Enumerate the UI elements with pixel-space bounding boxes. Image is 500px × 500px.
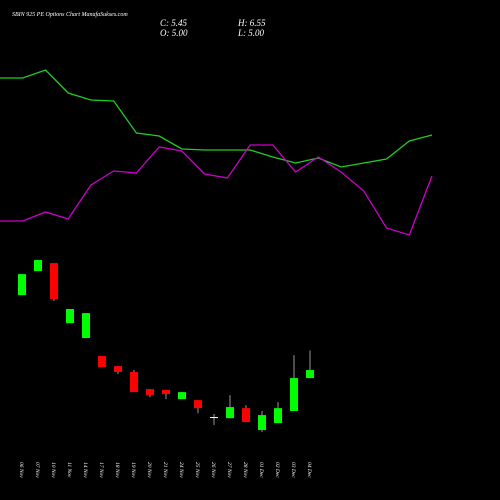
x-tick-label: 17 Nov <box>98 462 104 478</box>
header-low: L: 5.00 <box>237 28 265 38</box>
candle-body <box>18 274 26 296</box>
candle-body <box>50 263 58 300</box>
x-tick-label: 07 Nov <box>34 462 40 478</box>
header-close: C: 5.45 <box>160 18 188 28</box>
candle-body <box>66 309 74 324</box>
x-tick-label: 21 Nov <box>162 462 168 478</box>
x-tick-label: 24 Nov <box>178 462 185 478</box>
candle-body <box>290 378 298 412</box>
x-tick-label: 20 Nov <box>146 462 152 478</box>
chart-title: SBIN 925 PE Options Chart ManafaSukses.c… <box>12 11 128 18</box>
x-tick-label: 25 Nov <box>194 462 200 478</box>
x-tick-label: 02 Dec <box>274 462 280 478</box>
x-tick-label: 27 Nov <box>226 462 232 478</box>
x-tick-label: 28 Nov <box>242 462 248 478</box>
candle-body <box>178 392 186 400</box>
candle-body <box>114 366 122 373</box>
candle-body <box>226 407 234 419</box>
x-tick-label: 11 Nov <box>66 462 72 478</box>
candle-body <box>34 260 42 272</box>
candle-body <box>274 408 282 424</box>
candle-body <box>98 355 106 368</box>
candle-body <box>162 389 170 395</box>
x-tick-label: 10 Nov <box>50 462 56 478</box>
candle-body <box>82 313 90 339</box>
header-high: H: 6.55 <box>237 18 266 28</box>
header-open: O: 5.00 <box>160 28 188 38</box>
x-tick-label: 18 Nov <box>114 462 120 478</box>
x-tick-label: 14 Nov <box>82 462 89 478</box>
candle-body <box>306 370 314 379</box>
x-tick-label: 19 Nov <box>130 462 136 478</box>
x-tick-label: 26 Nov <box>210 462 216 478</box>
x-tick-label: 01 Dec <box>258 462 264 478</box>
candle-body <box>146 389 154 396</box>
line-series <box>0 69 433 168</box>
x-tick-label: 03 Dec <box>290 462 296 478</box>
candle-body <box>258 415 266 431</box>
candle-body <box>242 408 250 423</box>
candle-body <box>130 372 138 393</box>
candle-body <box>194 400 202 409</box>
x-tick-label: 06 Nov <box>18 462 24 478</box>
x-tick-label: 04 Dec <box>306 462 313 478</box>
line-series <box>0 144 433 236</box>
candle-body <box>210 417 218 419</box>
